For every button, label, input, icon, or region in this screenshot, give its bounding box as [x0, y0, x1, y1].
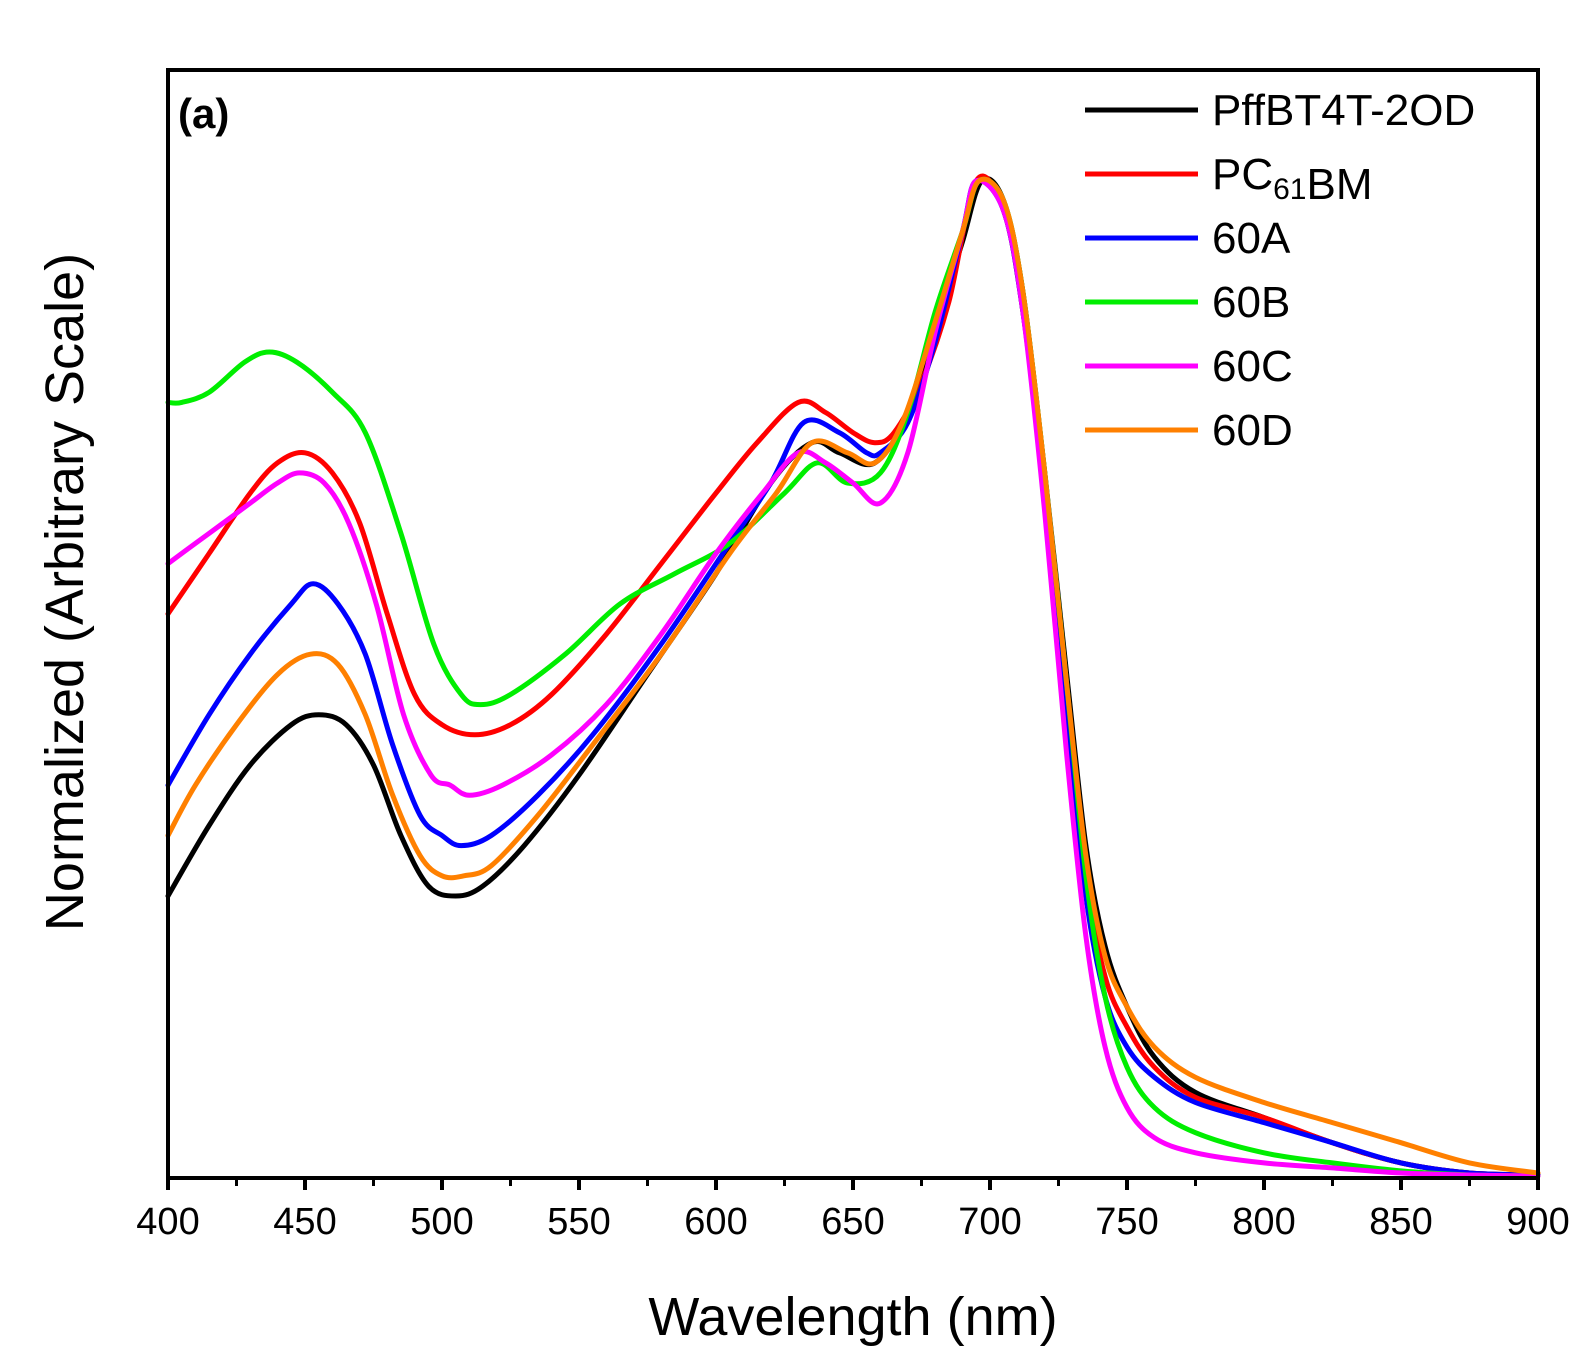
series-layer	[165, 173, 1541, 1179]
series-line-60a	[165, 177, 1541, 1178]
legend-label: 60A	[1212, 214, 1291, 263]
x-tick-label: 750	[1095, 1201, 1158, 1243]
x-tick-label: 500	[410, 1201, 473, 1243]
x-axis-ticks	[166, 1178, 1540, 1190]
legend-label: 60D	[1212, 406, 1293, 455]
legend-item: 60C	[1085, 342, 1293, 391]
series-line-60d	[165, 176, 1541, 1176]
x-tick-label: 450	[273, 1201, 336, 1243]
legend-item: 60B	[1085, 278, 1290, 327]
legend-item: 60D	[1085, 406, 1293, 455]
x-tick-label: 400	[136, 1201, 199, 1243]
y-axis-title: Normalized (Arbitrary Scale)	[35, 253, 95, 931]
series-line-pc61bm	[165, 173, 1541, 1178]
x-axis-title: Wavelength (nm)	[648, 1287, 1057, 1347]
panel-label: (a)	[178, 90, 229, 137]
legend-item: PffBT4T-2OD	[1085, 86, 1475, 135]
x-axis-tick-labels: 400 450 500 550 600 650 700 750 800 850 900	[136, 1201, 1569, 1243]
legend-item: PC61BM	[1085, 150, 1373, 209]
series-line-60c	[165, 177, 1541, 1179]
legend-label: PffBT4T-2OD	[1212, 86, 1475, 135]
legend-label: PC61BM	[1212, 150, 1373, 209]
legend-item: 60A	[1085, 214, 1291, 263]
legend-label: 60C	[1212, 342, 1293, 391]
x-tick-label: 700	[958, 1201, 1021, 1243]
legend: PffBT4T-2OD PC61BM 60A 60B 60C 60D	[1085, 86, 1475, 455]
legend-label: 60B	[1212, 278, 1290, 327]
series-line-60b	[165, 176, 1541, 1179]
x-tick-label: 900	[1506, 1201, 1569, 1243]
x-tick-label: 550	[547, 1201, 610, 1243]
x-tick-label: 650	[821, 1201, 884, 1243]
x-tick-label: 800	[1232, 1201, 1295, 1243]
x-tick-label: 600	[684, 1201, 747, 1243]
x-tick-label: 850	[1369, 1201, 1432, 1243]
